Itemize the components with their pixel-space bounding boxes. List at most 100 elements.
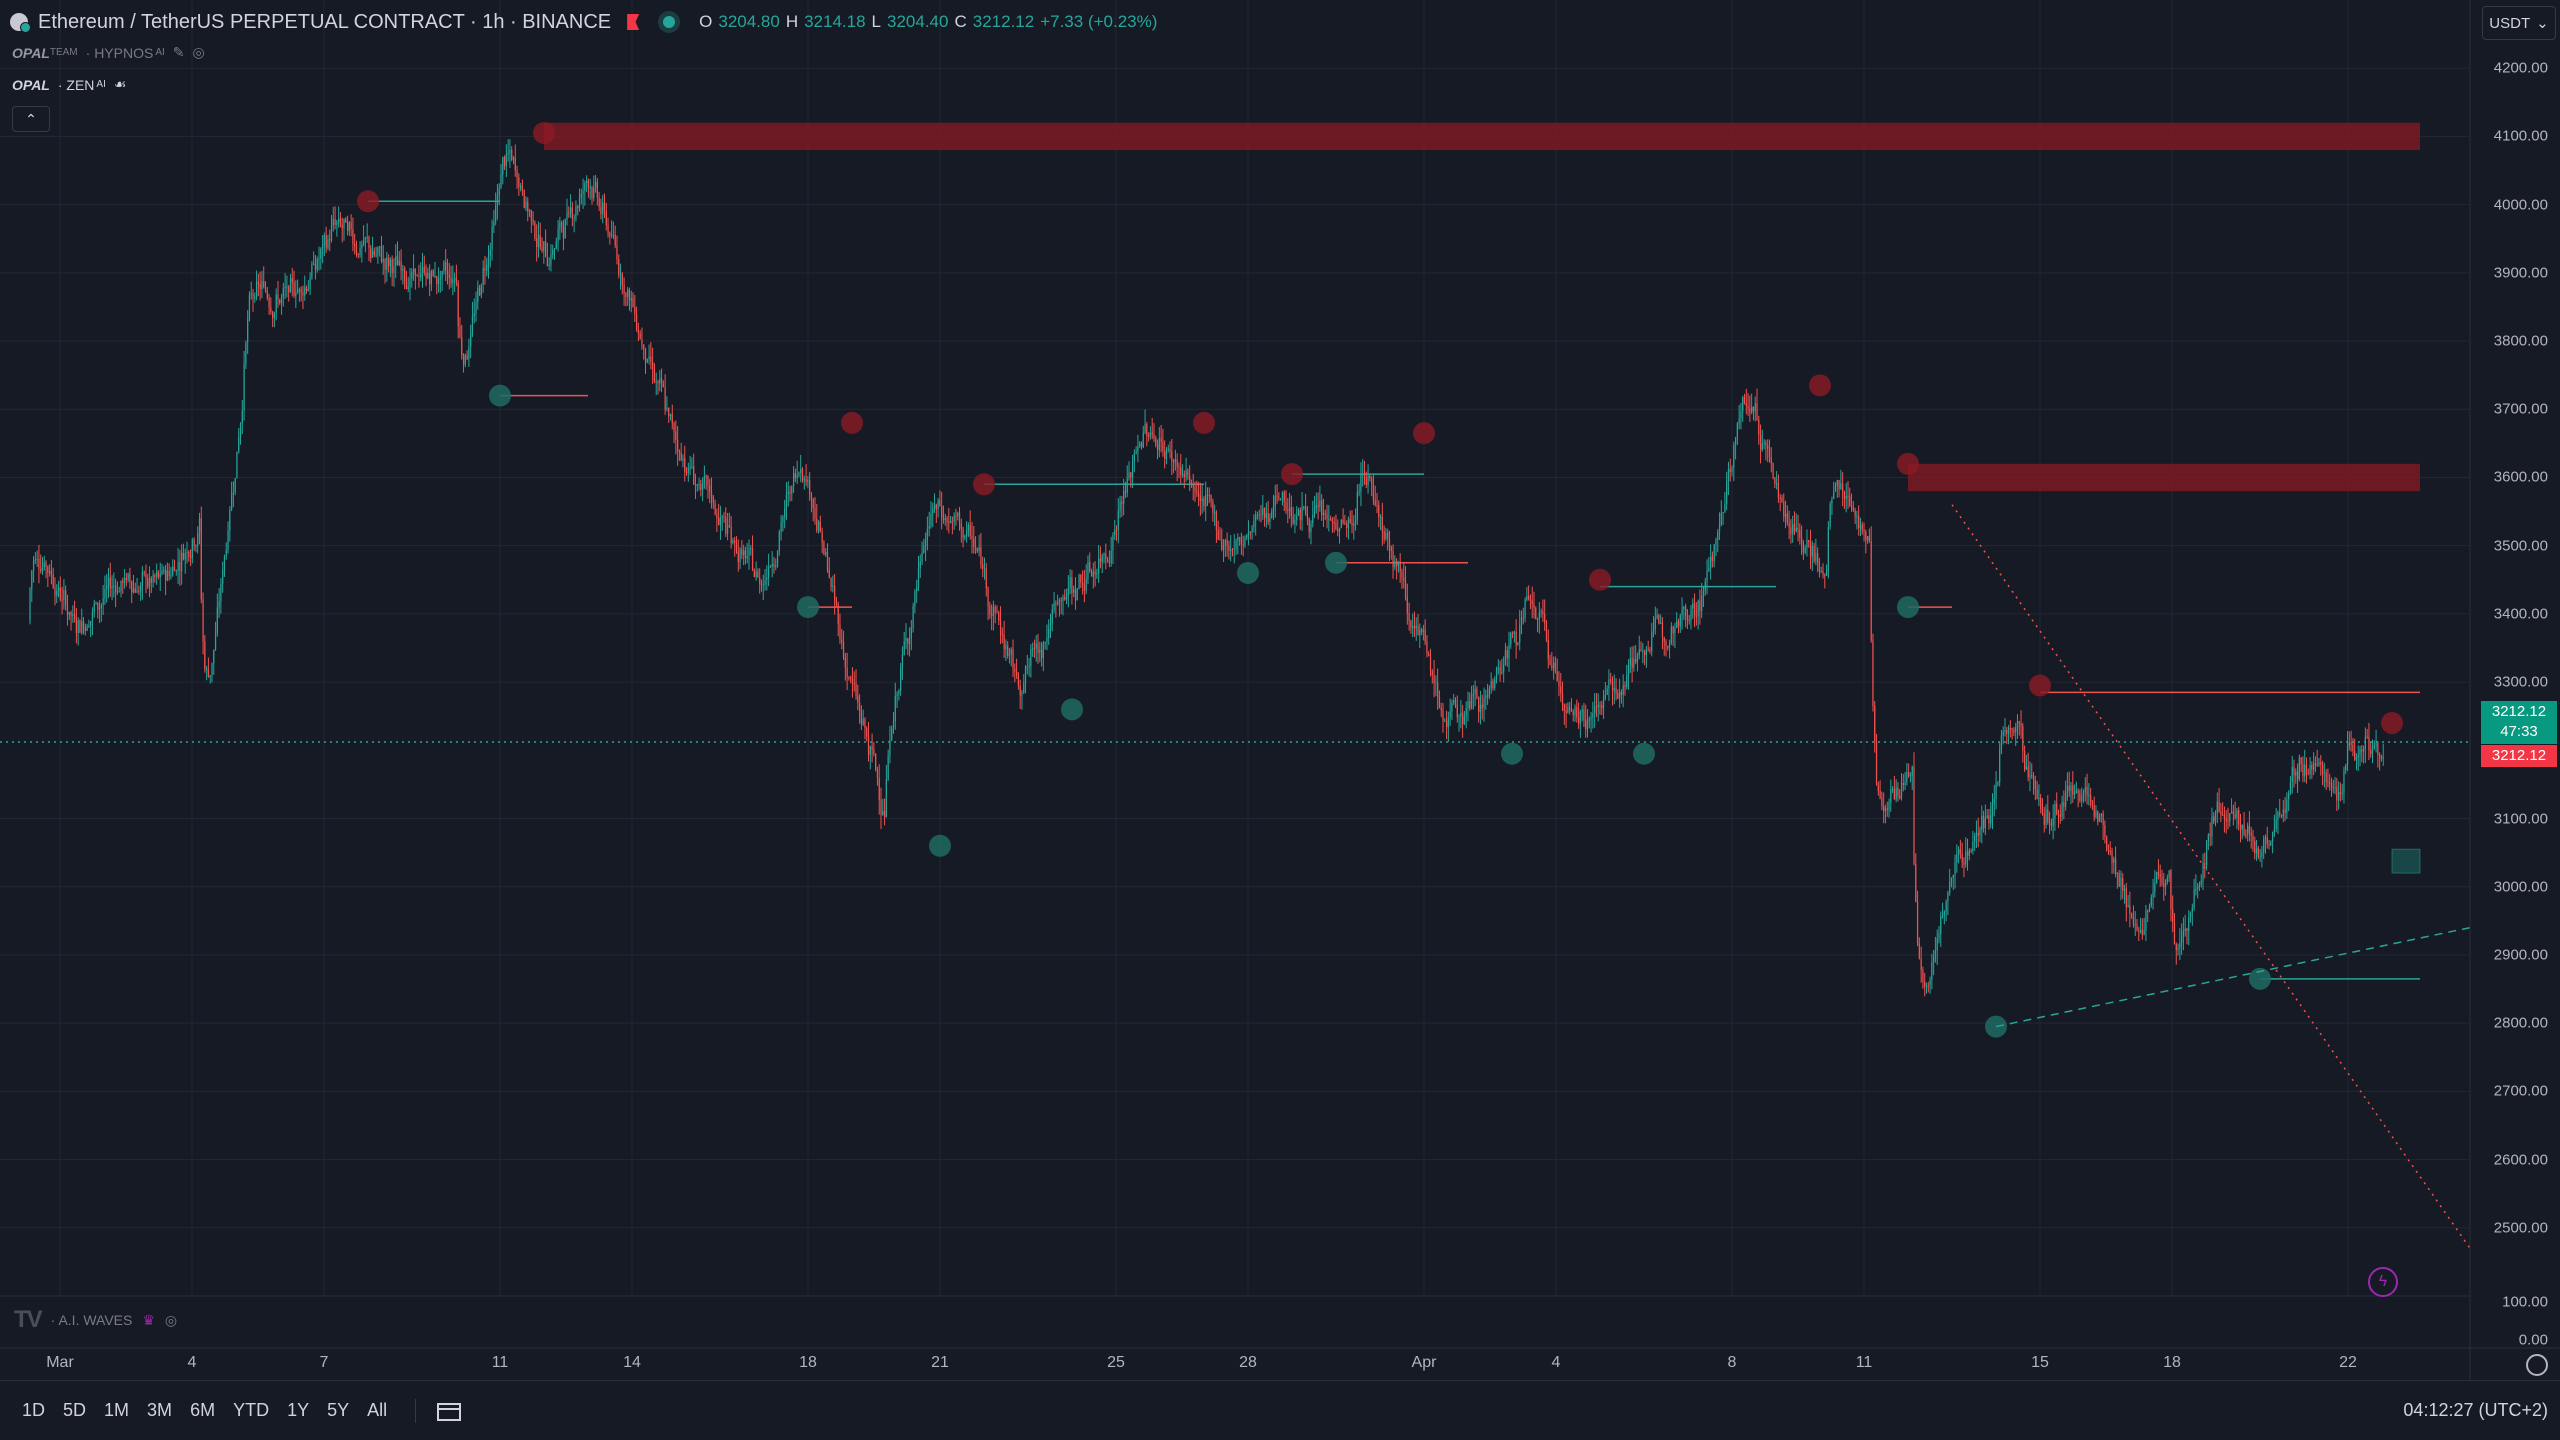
- range-ytd[interactable]: YTD: [233, 1400, 270, 1420]
- range-1m[interactable]: 1M: [104, 1400, 130, 1420]
- candle: [1606, 688, 1608, 695]
- candle: [1665, 641, 1667, 646]
- candle: [1412, 626, 1414, 628]
- swing-low-marker[interactable]: [797, 596, 819, 619]
- pencil-icon[interactable]: ✎: [172, 44, 185, 60]
- symbol-title[interactable]: Ethereum / TetherUS PERPETUAL CONTRACT ·…: [38, 10, 612, 33]
- swing-high-marker[interactable]: [1193, 411, 1215, 434]
- candle: [1711, 556, 1714, 562]
- swing-low-marker[interactable]: [929, 834, 951, 857]
- swing-high-marker[interactable]: [1281, 463, 1303, 486]
- swing-high-marker[interactable]: [357, 190, 379, 213]
- candle: [2350, 742, 2352, 745]
- candle: [1861, 524, 1863, 531]
- candle: [2040, 797, 2042, 809]
- collapse-legend-button[interactable]: ⌃: [12, 106, 50, 132]
- lightning-icon[interactable]: ϟ: [2368, 1267, 2398, 1297]
- eye-hidden-icon[interactable]: ◎: [164, 1311, 178, 1328]
- date-range-button[interactable]: [415, 1398, 466, 1423]
- swing-low-marker[interactable]: [1501, 742, 1523, 765]
- candle: [2288, 792, 2290, 800]
- swing-low-marker[interactable]: [2249, 967, 2271, 990]
- flag-icon[interactable]: [627, 14, 640, 30]
- candle: [123, 578, 126, 583]
- candle: [1089, 562, 1091, 572]
- price-scale[interactable]: USDT ⌄ 4200.00 4100.00 4000.00 3900.00 3800.…: [2471, 0, 2560, 1370]
- demand-zone[interactable]: [2391, 848, 2421, 874]
- supply-zone[interactable]: [1908, 463, 2420, 492]
- candle: [1874, 706, 1876, 742]
- swing-high-marker[interactable]: [1413, 422, 1435, 445]
- candle: [2082, 792, 2085, 797]
- swing-high-marker[interactable]: [2381, 712, 2403, 735]
- eye-hidden-icon[interactable]: ◎: [192, 44, 205, 60]
- candle: [2136, 924, 2138, 931]
- range-5y[interactable]: 5Y: [327, 1400, 350, 1420]
- swing-high-marker[interactable]: [841, 411, 863, 434]
- swing-low-marker[interactable]: [1237, 561, 1259, 584]
- swing-low-marker[interactable]: [1897, 596, 1919, 619]
- candle: [1631, 658, 1633, 668]
- candle: [200, 518, 202, 600]
- swing-low-marker[interactable]: [1061, 698, 1083, 721]
- candle: [216, 607, 218, 634]
- indicator-row-hypnos[interactable]: OPAL TEAM · HYPNOS AI ✎ ◎: [12, 44, 205, 61]
- trendline[interactable]: [1951, 504, 2471, 1249]
- settings-icon[interactable]: ☙: [113, 76, 127, 92]
- candle: [1263, 508, 1266, 519]
- supply-zone[interactable]: [544, 122, 2420, 151]
- swing-high-marker[interactable]: [1809, 374, 1831, 397]
- candle: [1042, 643, 1044, 659]
- trendline[interactable]: [1995, 926, 2471, 1028]
- candle: [247, 318, 249, 343]
- range-1d[interactable]: 1D: [22, 1400, 46, 1420]
- last-price-tag-secondary: 3212.12: [2481, 745, 2557, 767]
- oscillator-legend[interactable]: TV · A.I. WAVES ♛ ◎: [14, 1306, 177, 1334]
- candle: [1579, 711, 1581, 724]
- clock[interactable]: 04:12:27 (UTC+2): [2403, 1400, 2548, 1420]
- swing-high-marker[interactable]: [2029, 674, 2051, 697]
- candle: [1342, 519, 1344, 523]
- swing-high-marker[interactable]: [1589, 568, 1611, 591]
- price-chart-canvas[interactable]: [0, 0, 2560, 1380]
- price-tick-label: 3800.00: [2493, 332, 2548, 350]
- price-tick-label: 3000.00: [2493, 878, 2548, 896]
- candle: [1037, 643, 1039, 653]
- candle: [1551, 665, 1553, 669]
- range-3m[interactable]: 3M: [147, 1400, 173, 1420]
- candle: [1536, 619, 1539, 621]
- time-scale[interactable]: Mar 4 7 11 14 18 21 25 28 Apr 4 8 11 15 18 22: [0, 1348, 2560, 1378]
- price-tick-label: 3500.00: [2493, 537, 2548, 555]
- range-5d[interactable]: 5D: [63, 1400, 87, 1420]
- gear-icon[interactable]: [2526, 1354, 2548, 1376]
- candle: [395, 256, 397, 267]
- swing-low-marker[interactable]: [1325, 551, 1347, 574]
- candle: [421, 266, 424, 274]
- candle: [1271, 511, 1273, 518]
- candle: [1604, 694, 1606, 698]
- swing-low-marker[interactable]: [1633, 742, 1655, 765]
- swing-high-marker[interactable]: [973, 473, 995, 496]
- currency-button[interactable]: USDT ⌄: [2482, 6, 2556, 40]
- candle: [1511, 632, 1514, 634]
- swing-low-marker[interactable]: [489, 384, 511, 407]
- swing-high-marker[interactable]: [1897, 452, 1919, 475]
- candle: [1192, 483, 1194, 487]
- range-all[interactable]: All: [367, 1400, 388, 1420]
- candle: [1135, 451, 1137, 454]
- candle: [2097, 810, 2099, 822]
- candle: [2177, 947, 2179, 951]
- range-1y[interactable]: 1Y: [287, 1400, 310, 1420]
- range-6m[interactable]: 6M: [190, 1400, 216, 1420]
- swing-high-marker[interactable]: [533, 122, 555, 145]
- candle: [1904, 782, 1906, 786]
- candle: [1993, 798, 1995, 804]
- candle: [2043, 813, 2045, 825]
- candle: [423, 266, 425, 273]
- candle: [2318, 762, 2320, 766]
- candle: [1238, 537, 1241, 539]
- indicator-row-zen[interactable]: OPAL · ZEN AI ☙: [12, 76, 126, 93]
- candle: [441, 270, 443, 279]
- candle: [1146, 424, 1148, 437]
- candle: [1995, 783, 1997, 799]
